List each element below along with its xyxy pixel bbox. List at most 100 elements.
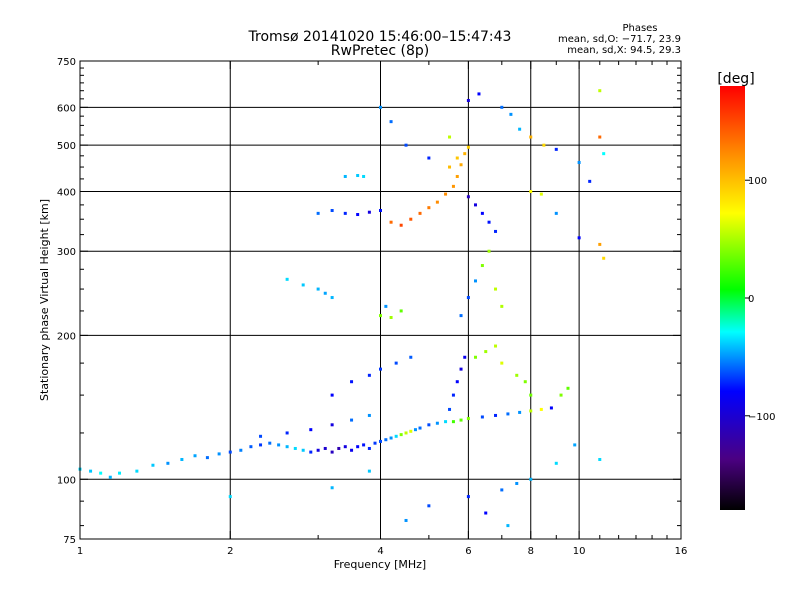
- echo-point: [277, 443, 281, 447]
- echo-point: [451, 393, 455, 397]
- echo-point: [362, 443, 366, 447]
- echo-point: [494, 344, 498, 348]
- echo-point: [330, 450, 334, 454]
- colorbar: [720, 86, 745, 510]
- data-points: [78, 89, 606, 528]
- stats-line-o: mean, sd,O: −71.7, 23.9: [558, 34, 681, 45]
- echo-point: [330, 486, 334, 490]
- echo-point: [539, 407, 543, 411]
- echo-point: [459, 418, 463, 422]
- echo-point: [409, 429, 413, 433]
- echo-point: [356, 445, 360, 449]
- echo-point: [389, 315, 393, 319]
- echo-point: [330, 423, 334, 427]
- echo-point: [459, 314, 463, 318]
- echo-point: [602, 256, 606, 260]
- echo-point: [554, 147, 558, 151]
- echo-point: [343, 211, 347, 215]
- echo-point: [588, 179, 592, 183]
- echo-point: [404, 518, 408, 522]
- echo-point: [598, 457, 602, 461]
- echo-point: [394, 434, 398, 438]
- echo-point: [379, 439, 382, 443]
- echo-point: [459, 367, 463, 371]
- echo-point: [356, 174, 360, 178]
- colorbar-unit: [deg]: [717, 71, 754, 87]
- echo-point: [435, 421, 439, 425]
- echo-point: [466, 296, 470, 300]
- echo-point: [515, 373, 519, 377]
- echo-point: [135, 469, 139, 473]
- echo-point: [494, 287, 498, 291]
- echo-point: [316, 211, 320, 215]
- y-tick-label: 100: [57, 475, 76, 486]
- echo-point: [367, 210, 371, 214]
- echo-point: [350, 380, 354, 384]
- echo-point: [459, 163, 463, 167]
- echo-point: [448, 407, 452, 411]
- echo-point: [554, 461, 558, 465]
- echo-point: [228, 450, 232, 454]
- echo-point: [427, 206, 431, 210]
- echo-point: [362, 174, 366, 178]
- echo-point: [500, 361, 504, 365]
- echo-point: [549, 406, 553, 410]
- y-tick-label: 500: [57, 141, 76, 152]
- echo-point: [448, 165, 452, 169]
- echo-point: [389, 120, 393, 124]
- echo-point: [379, 367, 382, 371]
- echo-point: [463, 355, 467, 359]
- echo-point: [448, 135, 452, 139]
- echo-point: [118, 471, 122, 475]
- echo-point: [444, 192, 448, 196]
- plot-frame: [79, 60, 682, 540]
- echo-point: [180, 457, 184, 461]
- echo-point: [577, 160, 581, 164]
- y-tick-label: 200: [57, 331, 76, 342]
- echo-point: [356, 213, 360, 217]
- echo-point: [404, 431, 408, 435]
- x-tick-label: 16: [675, 546, 688, 557]
- y-tick-labels: 75 100 200 300 400 500 600 750: [57, 57, 76, 546]
- echo-point: [480, 415, 484, 419]
- y-axis-label: Stationary phase Virtual Height [km]: [38, 199, 51, 401]
- echo-point: [506, 524, 510, 528]
- colorbar-ticks: 100 0 −100: [745, 176, 775, 423]
- echo-point: [379, 209, 382, 213]
- echo-point: [373, 441, 377, 445]
- echo-point: [542, 143, 546, 147]
- echo-point: [444, 420, 448, 424]
- echo-point: [523, 380, 527, 384]
- chart-title: Tromsø 20141020 15:46:00–15:47:43: [248, 29, 512, 45]
- x-axis-label: Frequency [MHz]: [334, 558, 426, 571]
- echo-point: [529, 189, 533, 193]
- echo-point: [473, 279, 477, 283]
- echo-point: [350, 418, 354, 422]
- echo-point: [367, 373, 371, 377]
- echo-point: [466, 195, 470, 199]
- echo-point: [301, 448, 305, 452]
- echo-point: [529, 135, 533, 139]
- echo-point: [494, 229, 498, 233]
- echo-point: [330, 393, 334, 397]
- echo-point: [404, 143, 408, 147]
- echo-point: [477, 92, 481, 96]
- y-tick-label: 400: [57, 187, 76, 198]
- echo-point: [309, 428, 313, 432]
- echo-point: [518, 410, 522, 414]
- echo-point: [89, 469, 93, 473]
- echo-point: [427, 504, 431, 508]
- echo-point: [384, 438, 388, 442]
- echo-point: [466, 495, 470, 499]
- colorbar-tick-label: 100: [748, 176, 767, 187]
- echo-point: [455, 156, 459, 160]
- echo-point: [418, 211, 422, 215]
- echo-point: [509, 112, 513, 116]
- echo-point: [427, 156, 431, 160]
- x-tick-label: 10: [573, 546, 586, 557]
- echo-point: [151, 463, 155, 467]
- echo-point: [193, 454, 197, 458]
- echo-point: [399, 433, 403, 437]
- echo-point: [166, 461, 170, 465]
- echo-point: [473, 203, 477, 207]
